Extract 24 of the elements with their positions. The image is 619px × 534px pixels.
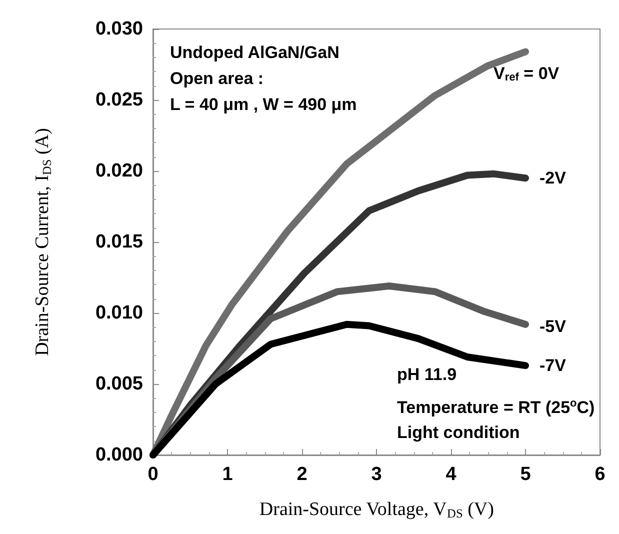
y-tick-label: 0.015 (95, 232, 144, 252)
y-tick-label: 0.005 (95, 374, 144, 394)
series-label: -7V (540, 356, 567, 376)
series-label: Vref = 0V (494, 64, 560, 84)
annotation: Light condition (397, 423, 520, 442)
y-axis-title: Drain-Source Current, IDS (A) (32, 128, 54, 356)
y-tick-label: 0.030 (95, 18, 143, 40)
y-tick-label: 0.025 (95, 90, 144, 110)
y-tick-label: 0.010 (95, 302, 143, 324)
x-tick-label: 0 (148, 464, 158, 485)
x-tick-label: 5 (520, 464, 532, 485)
x-tick-label: 1 (222, 464, 234, 485)
x-tick-label: 4 (446, 464, 457, 485)
annotation: L = 40 μm , W = 490 μm (170, 95, 357, 114)
series-label: -5V (540, 316, 567, 336)
annotation: Undoped AlGaN/GaN (170, 43, 340, 62)
annotation: pH 11.9 (397, 365, 457, 384)
series-label: -2V (540, 168, 567, 188)
y-tick-label: 0.020 (95, 160, 143, 182)
annotation: Open area : (170, 69, 264, 88)
x-tick-label: 3 (371, 464, 382, 485)
x-tick-label: 6 (594, 464, 606, 485)
x-tick-label: 2 (296, 464, 308, 485)
y-tick-label: 0.000 (95, 444, 143, 466)
